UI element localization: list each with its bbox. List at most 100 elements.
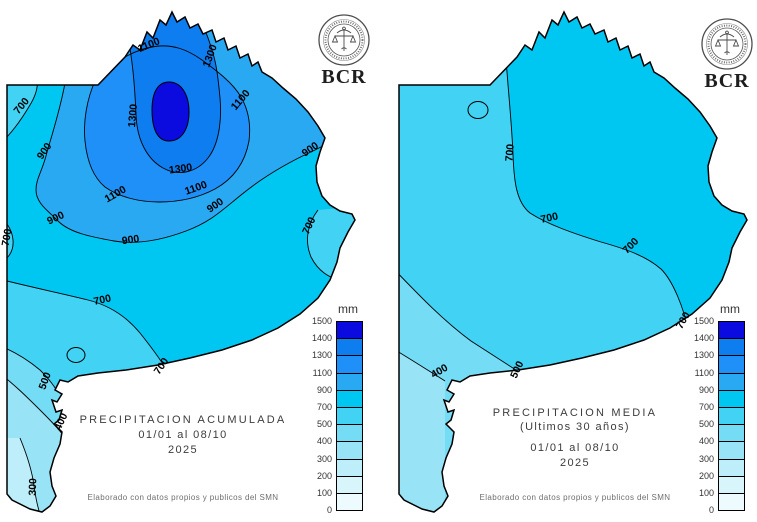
legend-color-swatch [337, 356, 362, 374]
contour-line [7, 343, 58, 392]
legend-tick-label: 700 [698, 402, 714, 412]
legend-color-swatch [337, 476, 362, 494]
legend-tick-label: 1400 [693, 333, 714, 344]
caduceus-scales-emblem [331, 26, 357, 51]
bcr-logo-text: BCR [704, 70, 749, 92]
legend-tick-label: 1300 [693, 350, 714, 361]
legend-tick-label: 900 [698, 384, 714, 395]
precip-band-region [151, 81, 190, 142]
legend-tick-label: 1400 [311, 333, 332, 344]
legend-color-swatch [719, 459, 744, 477]
legend-tick-label: 300 [316, 453, 332, 464]
right-title-line: PRECIPITACION MEDIA [492, 407, 658, 419]
legend-color-swatch [719, 322, 744, 340]
contour-line [84, 45, 251, 203]
legend-color-swatch [719, 493, 744, 511]
seal-inner-ring [710, 27, 744, 61]
legend-tick-label: 700 [316, 402, 332, 412]
seal-ring-text [324, 20, 364, 60]
contour-value-label: 1300 [126, 103, 140, 127]
legend-unit-label: mm [720, 302, 740, 316]
seal-inner-ring [327, 23, 361, 57]
legend-color-swatch [337, 459, 362, 477]
contour-value-label: 1300 [168, 161, 193, 176]
legend-color-swatch [719, 373, 744, 391]
contour-line [19, 437, 41, 512]
legend-color-swatch [337, 493, 362, 511]
contour-value-label: 500 [37, 371, 54, 392]
legend-color-cells [718, 321, 745, 512]
left-map-title: PRECIPITACION ACUMULADA 01/01 al 08/10 2… [30, 414, 336, 456]
legend-tick-label: 300 [698, 453, 714, 464]
right-map-title: PRECIPITACION MEDIA (Ultimos 30 años) 01… [422, 407, 728, 469]
contour-line [35, 82, 335, 243]
legend-color-swatch [337, 407, 362, 426]
legend-tick-label: 500 [316, 419, 332, 430]
contour-value-label: 700 [503, 143, 516, 162]
bcr-seal-icon: BCR [701, 18, 753, 92]
legend-color-swatch [337, 425, 362, 443]
legend-color-cells [336, 321, 363, 512]
left-date-range: 01/01 al 08/10 [138, 429, 228, 441]
left-title-line: PRECIPITACION ACUMULADA [79, 414, 287, 426]
contour-value-label: 300 [27, 478, 40, 496]
legend-color-swatch [719, 407, 744, 426]
legend-tick-label: 0 [326, 505, 332, 516]
bcr-seal-icon: BCR [318, 14, 370, 88]
legend-color-swatch [337, 390, 362, 408]
legend-tick-label: 1100 [312, 367, 332, 378]
right-year: 2025 [559, 457, 591, 469]
seal-ring-text [707, 24, 747, 64]
contour-value-label: 700 [93, 292, 113, 307]
legend-color-swatch [719, 476, 744, 494]
contour-line [399, 261, 534, 382]
province-outline [398, 10, 748, 513]
contour-value-label: 700 [0, 228, 15, 247]
contour-line [504, 44, 691, 336]
contour-line [7, 277, 172, 378]
contour-line [399, 344, 446, 382]
legend-tick-label: 900 [316, 384, 332, 395]
seal-ring [323, 19, 365, 61]
legend-tick-label: 200 [698, 470, 714, 481]
right-subtitle: (Ultimos 30 años) [520, 421, 630, 433]
legend-color-swatch [719, 339, 744, 357]
legend-tick-label: 1500 [693, 316, 714, 326]
legend-tick-label: 400 [698, 436, 714, 447]
legend-tick-label: 1300 [311, 350, 332, 361]
right-source-note: Elaborado con datos propios y publicos d… [479, 493, 671, 502]
closed-contour-oval [467, 101, 489, 119]
legend-tick-label: 200 [316, 470, 332, 481]
contour-value-label: 900 [121, 233, 140, 247]
legend-unit-label: mm [338, 302, 358, 316]
legend-color-swatch [337, 322, 362, 340]
contour-line [7, 79, 38, 149]
contour-value-label: 700 [540, 210, 560, 225]
legend-tick-label: 400 [316, 436, 332, 447]
legend-color-swatch [719, 390, 744, 408]
right-date-range: 01/01 al 08/10 [530, 442, 620, 454]
province-outline [6, 10, 356, 513]
bcr-logo-text: BCR [321, 66, 366, 88]
contour-line [127, 25, 222, 173]
legend-color-swatch [337, 339, 362, 357]
legend-color-swatch [337, 442, 362, 460]
precip-band-region [399, 345, 445, 512]
legend-tick-label: 1500 [311, 316, 332, 326]
legend-color-swatch [719, 442, 744, 460]
legend-color-swatch [337, 373, 362, 391]
left-source-note: Elaborado con datos propios y publicos d… [87, 493, 279, 502]
seal-ring [706, 23, 748, 65]
legend-color-swatch [719, 356, 744, 374]
left-year: 2025 [167, 444, 199, 456]
contour-line [7, 212, 14, 267]
precip-band-region [7, 213, 14, 266]
caduceus-scales-emblem [714, 30, 740, 55]
legend-tick-label: 1100 [694, 367, 714, 378]
legend-tick-label: 100 [316, 488, 332, 498]
closed-contour-oval [66, 347, 86, 363]
legend-color-swatch [719, 425, 744, 443]
legend-tick-label: 0 [708, 505, 714, 516]
